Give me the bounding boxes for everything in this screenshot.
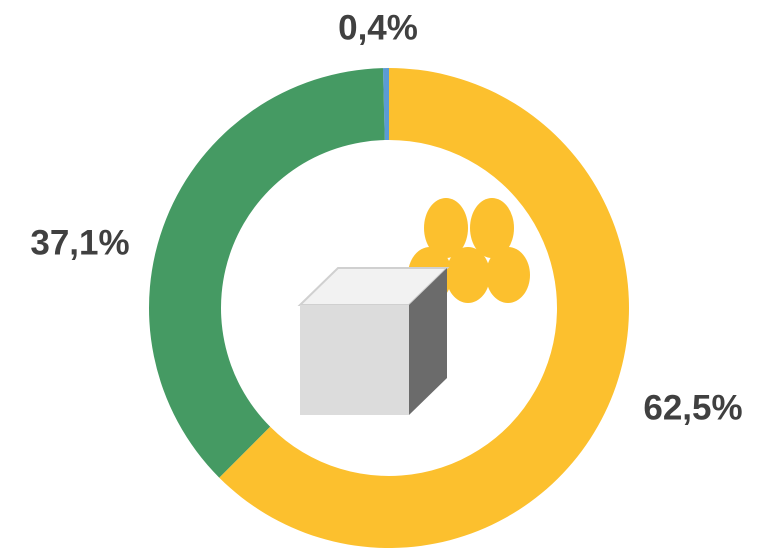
data-label: 62,5% [643,388,742,427]
data-label: 37,1% [30,223,129,262]
data-label: 0,4% [338,8,418,47]
page: 62,5%37,1%0,4% (() => { const data = JSO… [0,0,760,550]
chart: 62,5% 37,1% 0,4% [0,0,760,550]
center-icon [300,198,530,415]
